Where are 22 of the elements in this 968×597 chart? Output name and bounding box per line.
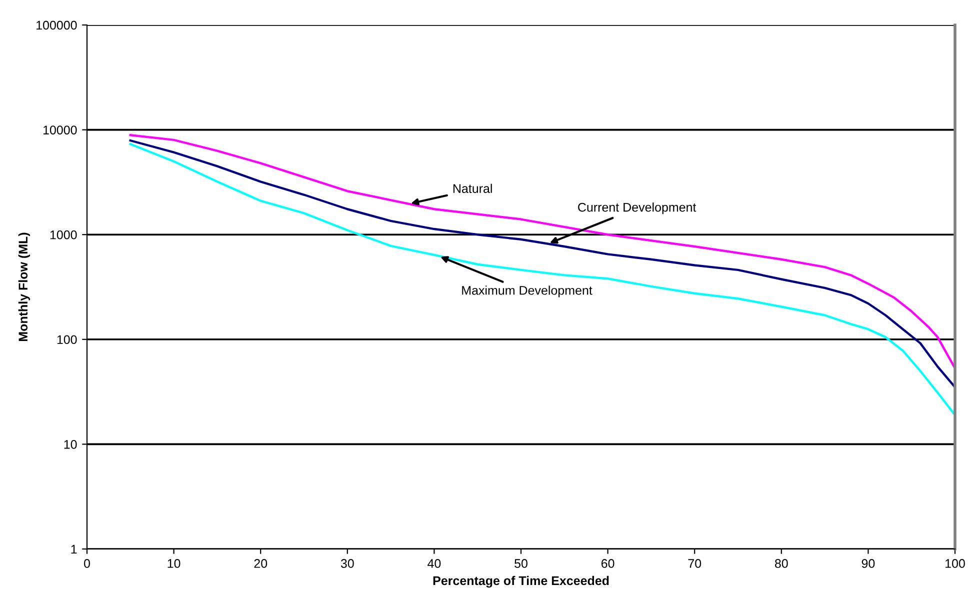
x-tick-label: 30 bbox=[340, 559, 354, 568]
x-tick-label: 90 bbox=[862, 559, 875, 568]
x-tick-label: 20 bbox=[254, 559, 268, 568]
x-axis-title: Percentage of Time Exceeded bbox=[433, 576, 609, 588]
annotation: Natural bbox=[453, 184, 492, 193]
x-tick-label: 80 bbox=[774, 559, 788, 568]
y-tick-label: 100000 bbox=[36, 20, 77, 30]
y-tick-label: 1000 bbox=[50, 230, 77, 240]
annotation: Maximum Development bbox=[462, 286, 592, 298]
y-tick-label: 100 bbox=[57, 335, 77, 344]
annotation: Current Development bbox=[578, 202, 696, 214]
x-tick-label: 50 bbox=[514, 559, 528, 568]
y-tick-label: 10 bbox=[64, 440, 77, 449]
x-tick-label: 70 bbox=[688, 559, 702, 568]
x-tick-label: 0 bbox=[84, 559, 90, 568]
x-tick-label: 60 bbox=[601, 559, 614, 568]
y-axis-title: Monthly Flow (ML) bbox=[18, 232, 30, 342]
x-tick-label: 100 bbox=[946, 559, 965, 568]
y-tick-label: 1 bbox=[71, 544, 77, 554]
x-tick-label: 40 bbox=[428, 559, 441, 568]
x-tick-label: 10 bbox=[168, 559, 180, 568]
y-tick-label: 10000 bbox=[43, 126, 77, 134]
